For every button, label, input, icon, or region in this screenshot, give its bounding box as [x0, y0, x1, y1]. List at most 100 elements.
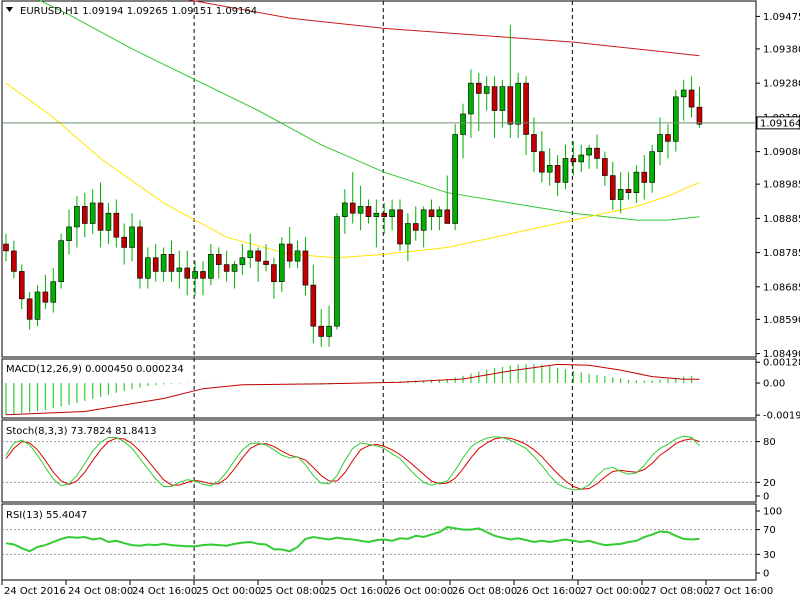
candle[interactable]	[420, 206, 427, 248]
candle[interactable]	[680, 79, 687, 121]
candle[interactable]	[539, 131, 545, 183]
candle[interactable]	[342, 189, 348, 234]
candle[interactable]	[74, 196, 80, 248]
candle[interactable]	[208, 244, 214, 286]
candle[interactable]	[97, 182, 104, 248]
candle[interactable]	[452, 124, 458, 231]
candle[interactable]	[318, 309, 325, 347]
candle[interactable]	[271, 257, 277, 299]
candle-body-bull	[515, 82, 522, 125]
candle[interactable]	[507, 24, 514, 138]
candle[interactable]	[389, 199, 395, 231]
candle[interactable]	[594, 134, 600, 169]
candle[interactable]	[310, 264, 317, 344]
candle[interactable]	[334, 213, 340, 330]
candle[interactable]	[152, 244, 159, 282]
candle[interactable]	[405, 213, 411, 262]
candle-body-bull	[405, 223, 411, 245]
candle[interactable]	[231, 261, 238, 289]
candle[interactable]	[239, 244, 246, 275]
candle[interactable]	[633, 165, 640, 203]
candle[interactable]	[184, 250, 191, 296]
candle[interactable]	[105, 202, 112, 245]
candle-body-bear	[11, 250, 17, 272]
candle[interactable]	[82, 192, 88, 238]
candle[interactable]	[641, 155, 648, 200]
candle[interactable]	[129, 213, 135, 262]
candle[interactable]	[531, 117, 537, 173]
candle[interactable]	[483, 76, 490, 111]
candle[interactable]	[460, 103, 466, 159]
candle[interactable]	[649, 144, 655, 193]
candle[interactable]	[26, 291, 33, 330]
candle[interactable]	[357, 185, 364, 231]
candle[interactable]	[50, 268, 57, 313]
candle[interactable]	[373, 199, 380, 248]
candle[interactable]	[625, 172, 632, 200]
candle[interactable]	[145, 247, 151, 289]
candle[interactable]	[294, 240, 301, 268]
candle[interactable]	[475, 72, 482, 132]
candle[interactable]	[657, 117, 663, 166]
candle[interactable]	[247, 233, 254, 268]
candle[interactable]	[617, 172, 624, 214]
candle[interactable]	[66, 209, 72, 255]
candle[interactable]	[42, 274, 49, 310]
macd-panel[interactable]	[5, 363, 700, 416]
candle[interactable]	[168, 240, 175, 282]
candle[interactable]	[3, 233, 9, 262]
candle[interactable]	[578, 144, 585, 173]
candle[interactable]	[499, 79, 506, 128]
candle[interactable]	[586, 144, 592, 169]
candle[interactable]	[223, 250, 230, 282]
candle[interactable]	[349, 172, 356, 224]
candle[interactable]	[562, 144, 569, 190]
candle[interactable]	[89, 189, 96, 234]
candle[interactable]	[263, 244, 269, 272]
candle[interactable]	[436, 206, 443, 231]
candle[interactable]	[397, 199, 403, 251]
candle[interactable]	[11, 240, 17, 279]
candle[interactable]	[570, 141, 577, 176]
candle[interactable]	[602, 151, 608, 186]
candle[interactable]	[286, 226, 293, 268]
candle[interactable]	[326, 305, 332, 347]
candle[interactable]	[215, 247, 222, 279]
candle[interactable]	[302, 237, 309, 296]
candle[interactable]	[412, 206, 419, 241]
candle[interactable]	[160, 247, 167, 282]
candle[interactable]	[137, 220, 143, 289]
candle-body-bear	[444, 209, 451, 224]
candle[interactable]	[176, 250, 183, 289]
candle[interactable]	[515, 72, 522, 138]
candle[interactable]	[278, 237, 285, 292]
rsi-panel[interactable]	[2, 526, 756, 555]
candle[interactable]	[468, 69, 474, 138]
candle[interactable]	[491, 76, 498, 138]
current-price-box	[756, 116, 800, 130]
candle[interactable]	[34, 285, 41, 327]
candle[interactable]	[365, 199, 372, 224]
candle[interactable]	[381, 202, 388, 234]
candle[interactable]	[696, 86, 703, 128]
candle[interactable]	[665, 124, 671, 159]
candle[interactable]	[192, 261, 198, 296]
candle[interactable]	[58, 233, 64, 289]
candle[interactable]	[428, 199, 435, 231]
stochastic-panel[interactable]	[2, 435, 756, 491]
candle[interactable]	[255, 247, 261, 282]
candle[interactable]	[121, 223, 127, 265]
candle[interactable]	[609, 161, 616, 210]
candle[interactable]	[546, 148, 553, 186]
candle[interactable]	[688, 76, 695, 118]
candle[interactable]	[554, 155, 561, 197]
candle[interactable]	[523, 76, 529, 156]
price-panel[interactable]	[2, 0, 756, 347]
candle[interactable]	[672, 90, 679, 152]
candle[interactable]	[113, 199, 120, 248]
candle[interactable]	[18, 264, 25, 310]
candle[interactable]	[444, 175, 451, 224]
candle-body-bull	[278, 243, 285, 282]
candle[interactable]	[200, 261, 206, 296]
